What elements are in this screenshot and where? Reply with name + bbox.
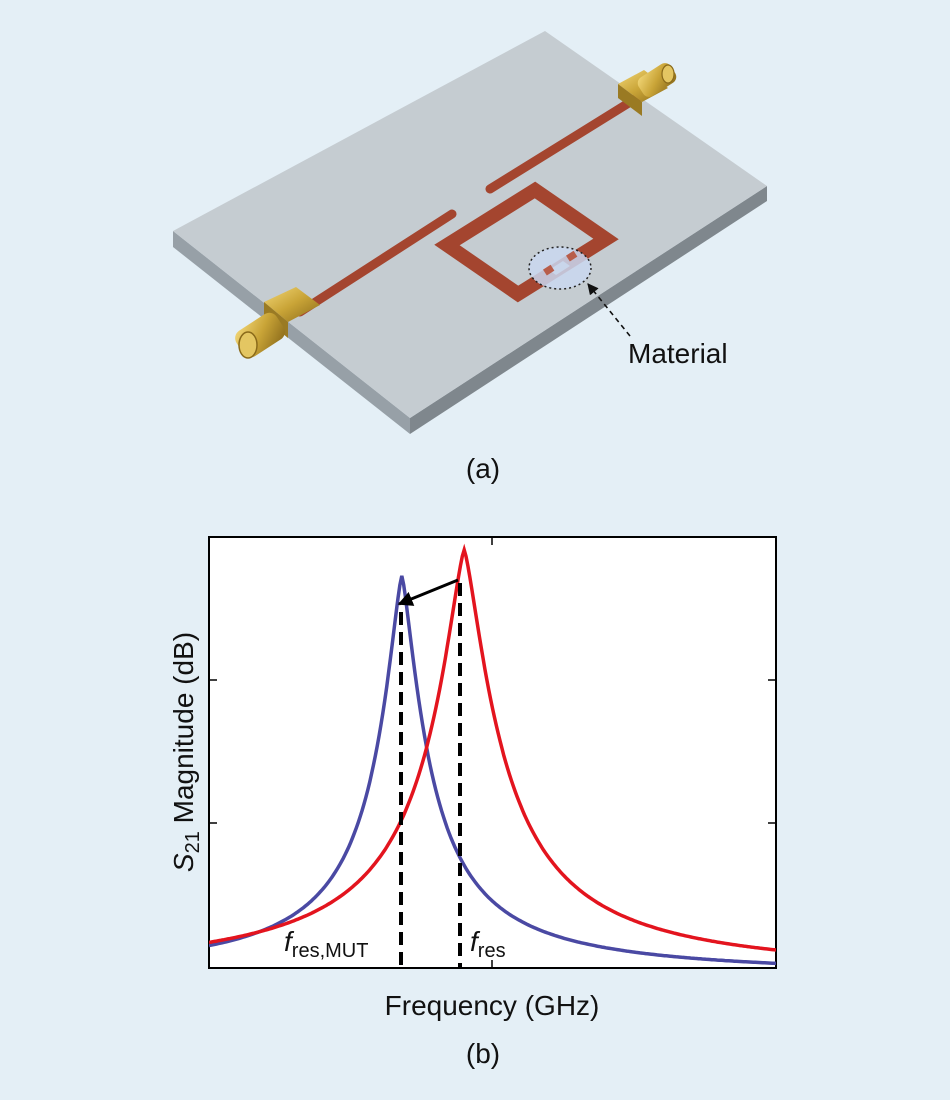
feed-line-left [295,209,457,317]
material-highlight [528,246,592,290]
material-sample-1 [543,264,555,276]
fres-mut-label: fres,MUT [284,926,368,962]
sma-connector-left [235,287,320,359]
y-axis-label: S21 Magnitude (dB) [168,632,204,872]
material-label: Material [628,338,728,369]
panel-b-caption: (b) [466,1038,500,1069]
axis-ticks [209,537,776,968]
material-pointer [587,283,631,337]
x-axis-label: Frequency (GHz) [385,990,600,1021]
chart-s21: fres,MUT fres Frequency (GHz) S21 Magnit… [168,536,777,1069]
shift-arrow [397,578,459,606]
curve-1 [209,543,776,952]
fres-label: fres [470,926,506,962]
feed-line-right [485,91,645,194]
ring-resonator [434,181,619,303]
substrate-side-left [173,231,410,434]
panel-a-diagram: Material (a) [173,31,767,484]
material-sample-2 [566,250,578,262]
sma-connector-right [618,63,677,116]
curve-layer [209,543,776,966]
panel-a-caption: (a) [466,453,500,484]
plot-frame [208,536,777,969]
substrate-side-right [410,186,767,434]
curve-0 [209,575,776,966]
